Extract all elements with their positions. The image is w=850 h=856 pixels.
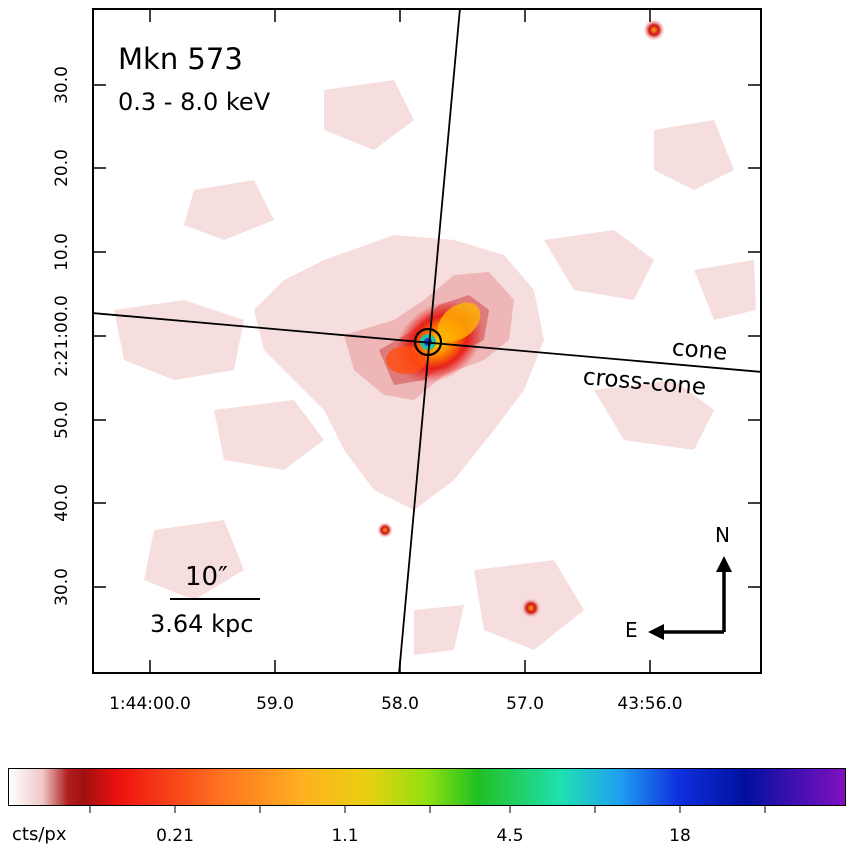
cross-cone-line — [398, 10, 461, 672]
x-tick-label: 1:44:00.0 — [109, 694, 191, 714]
x-tick-label: 43:56.0 — [617, 694, 683, 714]
point-source — [521, 598, 541, 618]
cone-line — [94, 312, 760, 373]
y-tick-label: 30.0 — [52, 66, 72, 104]
compass — [648, 556, 732, 640]
colorbar-tick-label: 1.1 — [331, 826, 359, 846]
y-tick-label: 40.0 — [52, 484, 72, 522]
xray-image — [94, 10, 760, 672]
colorbar-ticks — [89, 805, 766, 813]
scalebar-angle-label: 10″ — [185, 562, 228, 592]
colorbar-tick-label: 18 — [669, 826, 691, 846]
colorbar-gradient — [9, 769, 845, 805]
point-source — [643, 19, 665, 41]
y-tick-label: 20.0 — [52, 149, 72, 187]
point-source — [377, 522, 393, 538]
east-label: E — [625, 618, 638, 642]
y-tick-label: 10.0 — [52, 233, 72, 271]
x-tick-label: 57.0 — [506, 694, 544, 714]
x-tick-label: 58.0 — [381, 694, 419, 714]
colorbar-unit: cts/px — [12, 824, 67, 845]
energy-band: 0.3 - 8.0 keV — [118, 88, 271, 116]
cone-label: cone — [670, 335, 729, 366]
y-tick-label: 50.0 — [52, 401, 72, 439]
scalebar-distance-label: 3.64 kpc — [150, 610, 254, 638]
xray-image-panel — [92, 8, 762, 674]
colorbar — [8, 768, 846, 806]
y-tick-label: 30.0 — [52, 568, 72, 606]
north-label: N — [715, 523, 730, 547]
object-title: Mkn 573 — [118, 42, 243, 76]
colorbar-tick-label: 0.21 — [156, 826, 194, 846]
y-tick-label: 2:21:00.0 — [52, 295, 72, 377]
x-tick-label: 59.0 — [256, 694, 294, 714]
axis-ticks — [94, 10, 760, 672]
colorbar-tick-label: 4.5 — [496, 826, 524, 846]
